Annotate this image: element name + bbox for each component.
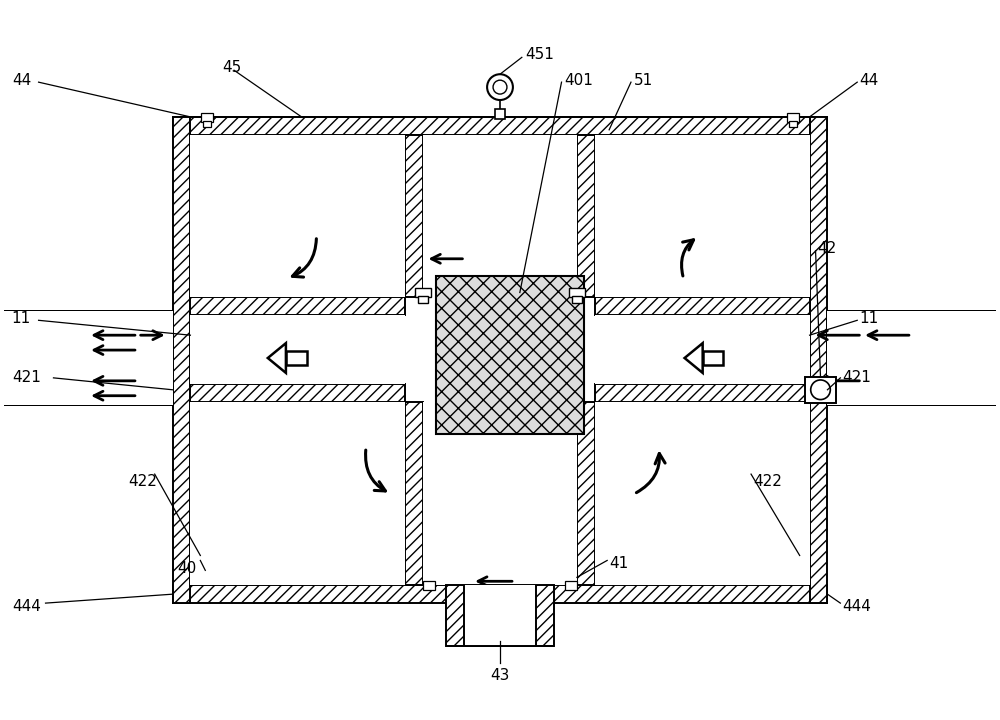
- Bar: [190, 402, 405, 585]
- Bar: [595, 384, 810, 402]
- Bar: [4, 341, 173, 359]
- Bar: [190, 384, 405, 402]
- Bar: [703, 351, 723, 366]
- Bar: [190, 117, 810, 135]
- Polygon shape: [268, 343, 286, 373]
- Text: 11: 11: [859, 311, 878, 326]
- Text: 41: 41: [609, 556, 628, 571]
- Bar: [787, 113, 799, 122]
- Bar: [446, 585, 554, 646]
- Bar: [405, 402, 423, 585]
- Bar: [4, 387, 173, 405]
- Bar: [827, 329, 996, 341]
- Bar: [436, 276, 584, 434]
- Bar: [203, 121, 211, 127]
- Text: 421: 421: [842, 370, 871, 385]
- Bar: [595, 297, 810, 315]
- Bar: [4, 375, 173, 387]
- Bar: [201, 113, 213, 122]
- Bar: [423, 135, 577, 297]
- Bar: [173, 585, 827, 603]
- Bar: [423, 581, 435, 590]
- Bar: [595, 402, 810, 585]
- Bar: [190, 315, 405, 384]
- Bar: [173, 117, 827, 135]
- Bar: [405, 135, 423, 297]
- Bar: [577, 135, 595, 297]
- Bar: [569, 287, 585, 297]
- Bar: [827, 311, 996, 405]
- Bar: [789, 121, 797, 127]
- Circle shape: [811, 380, 830, 400]
- Text: 401: 401: [564, 73, 593, 88]
- Text: 451: 451: [525, 47, 554, 62]
- Polygon shape: [685, 343, 703, 373]
- Bar: [415, 287, 431, 297]
- Bar: [418, 297, 428, 303]
- Bar: [827, 311, 996, 329]
- Bar: [810, 117, 827, 603]
- Text: 51: 51: [634, 73, 653, 88]
- Bar: [827, 387, 996, 405]
- Text: 43: 43: [490, 668, 510, 683]
- Bar: [423, 135, 577, 297]
- Bar: [190, 135, 810, 585]
- Text: 44: 44: [859, 73, 878, 88]
- Bar: [827, 375, 996, 387]
- Text: 422: 422: [753, 474, 782, 489]
- Bar: [4, 357, 173, 375]
- Bar: [4, 329, 173, 341]
- Bar: [190, 135, 405, 297]
- Text: 444: 444: [842, 598, 871, 613]
- Bar: [495, 109, 505, 119]
- Text: 45: 45: [222, 60, 241, 75]
- Bar: [577, 402, 595, 585]
- Bar: [173, 117, 190, 603]
- Bar: [805, 377, 836, 402]
- Text: 11: 11: [12, 311, 31, 326]
- Bar: [423, 402, 577, 585]
- Bar: [595, 315, 810, 384]
- Bar: [190, 297, 405, 315]
- Bar: [464, 585, 536, 646]
- Bar: [572, 297, 582, 303]
- Text: 44: 44: [12, 73, 31, 88]
- Bar: [595, 135, 810, 297]
- Text: 42: 42: [818, 241, 837, 256]
- Text: 444: 444: [12, 598, 41, 613]
- Text: 40: 40: [178, 561, 197, 576]
- Bar: [4, 311, 173, 405]
- Bar: [827, 341, 996, 359]
- Bar: [286, 351, 307, 366]
- Text: 421: 421: [12, 370, 41, 385]
- Bar: [827, 357, 996, 375]
- Text: 422: 422: [128, 474, 157, 489]
- Bar: [565, 581, 577, 590]
- Bar: [4, 311, 173, 329]
